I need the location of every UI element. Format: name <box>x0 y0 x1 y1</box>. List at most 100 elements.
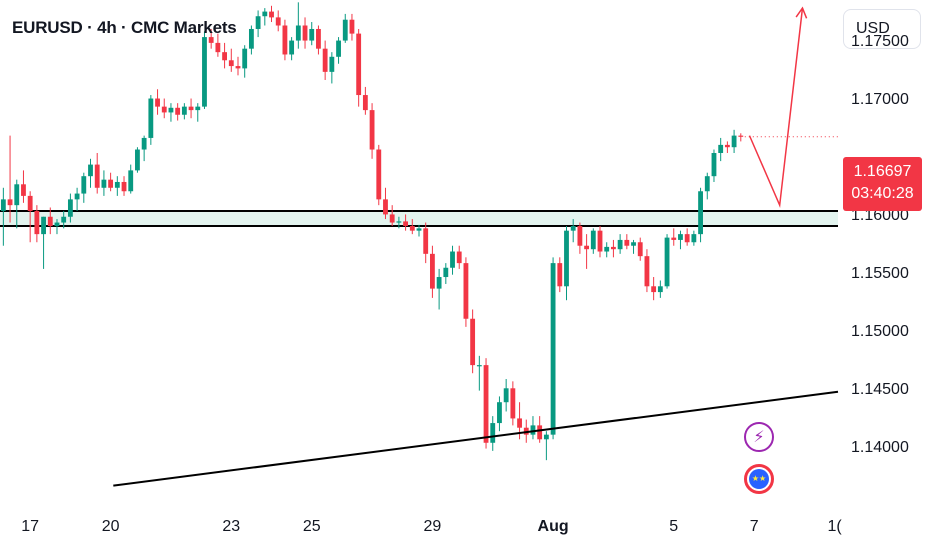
candle <box>289 37 295 61</box>
candle-body <box>356 33 362 96</box>
candle-body <box>74 193 80 200</box>
candle-body <box>490 423 496 443</box>
candle <box>74 187 80 211</box>
candle-body <box>208 37 214 43</box>
candle-body <box>470 318 476 366</box>
candle <box>255 10 261 38</box>
candle <box>369 103 375 159</box>
candle <box>208 28 214 49</box>
candle-body <box>135 149 140 171</box>
candle-body <box>0 199 6 211</box>
candle-body <box>604 246 610 252</box>
candle <box>168 103 174 122</box>
candle <box>262 8 268 26</box>
last-price-value: 1.16697 <box>853 163 912 180</box>
candle <box>731 129 737 153</box>
candle-body <box>651 286 657 293</box>
candle-body <box>114 181 120 188</box>
candle-body <box>161 106 167 113</box>
candle <box>396 216 402 229</box>
candle <box>409 219 415 235</box>
candle-body <box>557 263 563 287</box>
candle-body <box>664 237 670 287</box>
candle-body <box>510 388 516 419</box>
candle <box>47 207 53 235</box>
candle <box>684 228 690 246</box>
candle-body <box>389 214 395 223</box>
projection-path <box>748 8 804 209</box>
candle <box>490 416 496 451</box>
candle-body <box>309 28 315 41</box>
candle <box>530 416 536 440</box>
candle-body <box>61 216 67 223</box>
candle-body <box>275 17 281 26</box>
candle-body <box>7 199 13 206</box>
candle <box>651 277 657 301</box>
candle <box>611 239 616 258</box>
time-tick-label: 25 <box>302 518 321 535</box>
price-tick-label: 1.17500 <box>851 32 909 50</box>
candle-body <box>698 191 703 235</box>
candle <box>550 257 556 440</box>
candle-body <box>584 245 590 250</box>
candle <box>429 245 435 298</box>
candle <box>738 133 744 142</box>
candle-body <box>497 402 502 424</box>
candle <box>664 234 670 289</box>
candle-body <box>215 42 221 53</box>
candle-body <box>41 216 46 235</box>
candle-body <box>248 28 254 49</box>
candle <box>698 187 703 243</box>
candle-body <box>564 230 569 287</box>
time-tick-label: 17 <box>21 518 40 535</box>
candle <box>215 33 221 57</box>
time-tick-label: 20 <box>101 518 120 535</box>
candle-body <box>476 365 482 367</box>
candle <box>356 28 362 107</box>
candle <box>101 170 107 196</box>
candle-body <box>530 425 536 435</box>
currency-button[interactable]: USD <box>843 9 921 49</box>
candle-body <box>611 246 616 250</box>
price-tick-label: 1.14500 <box>851 380 909 398</box>
last-price-label: 1.16697 03:40:28 <box>843 157 922 211</box>
eu-flag-icon[interactable]: ★★ <box>744 464 774 494</box>
candle-body <box>141 137 147 150</box>
candle-body <box>128 170 134 192</box>
candle-body <box>228 60 234 67</box>
candle-body <box>188 106 194 111</box>
candle-body <box>27 195 33 211</box>
candle <box>235 56 241 76</box>
candle-body <box>396 221 402 223</box>
candle-body <box>81 176 87 194</box>
candle-body <box>537 425 543 440</box>
candle-body <box>14 184 20 206</box>
candle <box>631 239 636 254</box>
candle <box>376 144 382 206</box>
time-tick-label: 29 <box>423 518 442 535</box>
candle-body <box>590 230 596 250</box>
candle-body <box>624 239 630 246</box>
ascending-trendline <box>113 390 839 487</box>
lightning-icon[interactable]: ⚡ <box>744 422 774 452</box>
candle-body <box>235 66 241 69</box>
candle-body <box>121 181 127 192</box>
candle-body <box>550 263 556 435</box>
candle-body <box>54 222 60 227</box>
candle <box>497 396 502 432</box>
candle <box>443 263 449 284</box>
candle-body <box>403 221 409 227</box>
candle-body <box>242 48 248 69</box>
candle-body <box>369 110 375 150</box>
candle <box>704 172 710 200</box>
time-tick-label: 5 <box>669 518 679 535</box>
candle-body <box>155 98 160 107</box>
candle <box>617 234 623 254</box>
candle-body <box>336 40 341 57</box>
candle <box>450 245 455 275</box>
candle-body <box>724 144 730 148</box>
candle <box>362 86 368 115</box>
candle <box>275 10 281 32</box>
candle-body <box>148 98 154 138</box>
